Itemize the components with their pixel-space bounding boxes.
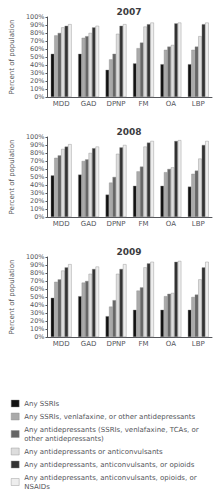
svg-text:FM: FM xyxy=(138,340,148,348)
svg-text:Percent of population: Percent of population xyxy=(8,20,16,95)
svg-text:2007: 2007 xyxy=(116,7,141,17)
svg-text:30%: 30% xyxy=(30,69,44,77)
svg-text:2008: 2008 xyxy=(116,127,141,137)
svg-text:FM: FM xyxy=(138,220,148,228)
svg-text:MDD: MDD xyxy=(53,340,70,348)
svg-text:DPNP: DPNP xyxy=(106,220,125,228)
svg-text:0%: 0% xyxy=(34,333,44,341)
svg-text:90%: 90% xyxy=(30,261,44,269)
svg-text:Any SSRIs: Any SSRIs xyxy=(24,400,59,408)
svg-text:60%: 60% xyxy=(30,45,44,53)
svg-text:Any antidepressants or anticon: Any antidepressants or anticonvulsants xyxy=(24,448,163,456)
svg-text:50%: 50% xyxy=(30,173,44,181)
svg-text:80%: 80% xyxy=(30,269,44,277)
svg-text:70%: 70% xyxy=(30,157,44,165)
svg-text:50%: 50% xyxy=(30,53,44,61)
svg-text:90%: 90% xyxy=(30,141,44,149)
svg-text:100%: 100% xyxy=(26,253,45,261)
svg-text:OA: OA xyxy=(166,340,176,348)
svg-text:OA: OA xyxy=(166,220,176,228)
svg-text:MDD: MDD xyxy=(53,220,70,228)
svg-text:30%: 30% xyxy=(30,189,44,197)
svg-text:Any antidepressants, anticonvu: Any antidepressants, anticonvulsants, op… xyxy=(24,474,199,482)
svg-text:GAD: GAD xyxy=(81,220,97,228)
svg-text:Percent of population: Percent of population xyxy=(8,260,16,335)
svg-text:70%: 70% xyxy=(30,277,44,285)
svg-text:40%: 40% xyxy=(30,181,44,189)
svg-text:70%: 70% xyxy=(30,37,44,45)
svg-text:40%: 40% xyxy=(30,301,44,309)
svg-text:LBP: LBP xyxy=(192,100,205,108)
svg-text:100%: 100% xyxy=(26,133,45,141)
svg-text:MDD: MDD xyxy=(53,100,70,108)
svg-text:NSAIDs: NSAIDs xyxy=(24,483,50,491)
svg-text:60%: 60% xyxy=(30,285,44,293)
svg-text:Any antidepressants (SSRIs, ve: Any antidepressants (SSRIs, venlafaxine,… xyxy=(24,426,201,434)
svg-text:GAD: GAD xyxy=(81,100,97,108)
svg-text:Any SSRIs, venlafaxine, or oth: Any SSRIs, venlafaxine, or other antidep… xyxy=(24,413,195,421)
svg-text:OA: OA xyxy=(166,100,176,108)
svg-text:60%: 60% xyxy=(30,165,44,173)
svg-text:30%: 30% xyxy=(30,309,44,317)
svg-text:100%: 100% xyxy=(26,13,45,21)
svg-text:LBP: LBP xyxy=(192,340,205,348)
svg-text:other antidepressants): other antidepressants) xyxy=(24,435,104,443)
svg-text:0%: 0% xyxy=(34,93,44,101)
svg-text:0%: 0% xyxy=(34,213,44,221)
svg-text:20%: 20% xyxy=(30,77,44,85)
svg-text:DPNP: DPNP xyxy=(106,100,125,108)
svg-text:DPNP: DPNP xyxy=(106,340,125,348)
svg-text:Any antidepressants, anticonvu: Any antidepressants, anticonvulsants, or… xyxy=(24,461,195,469)
svg-text:GAD: GAD xyxy=(81,340,97,348)
svg-text:2009: 2009 xyxy=(116,247,141,257)
svg-text:20%: 20% xyxy=(30,197,44,205)
svg-text:10%: 10% xyxy=(30,85,44,93)
svg-text:LBP: LBP xyxy=(192,220,205,228)
svg-text:80%: 80% xyxy=(30,29,44,37)
svg-text:Percent of population: Percent of population xyxy=(8,140,16,215)
svg-text:40%: 40% xyxy=(30,61,44,69)
svg-text:10%: 10% xyxy=(30,205,44,213)
svg-text:80%: 80% xyxy=(30,149,44,157)
svg-text:50%: 50% xyxy=(30,293,44,301)
svg-text:90%: 90% xyxy=(30,21,44,29)
svg-text:FM: FM xyxy=(138,100,148,108)
svg-text:10%: 10% xyxy=(30,325,44,333)
svg-text:20%: 20% xyxy=(30,317,44,325)
